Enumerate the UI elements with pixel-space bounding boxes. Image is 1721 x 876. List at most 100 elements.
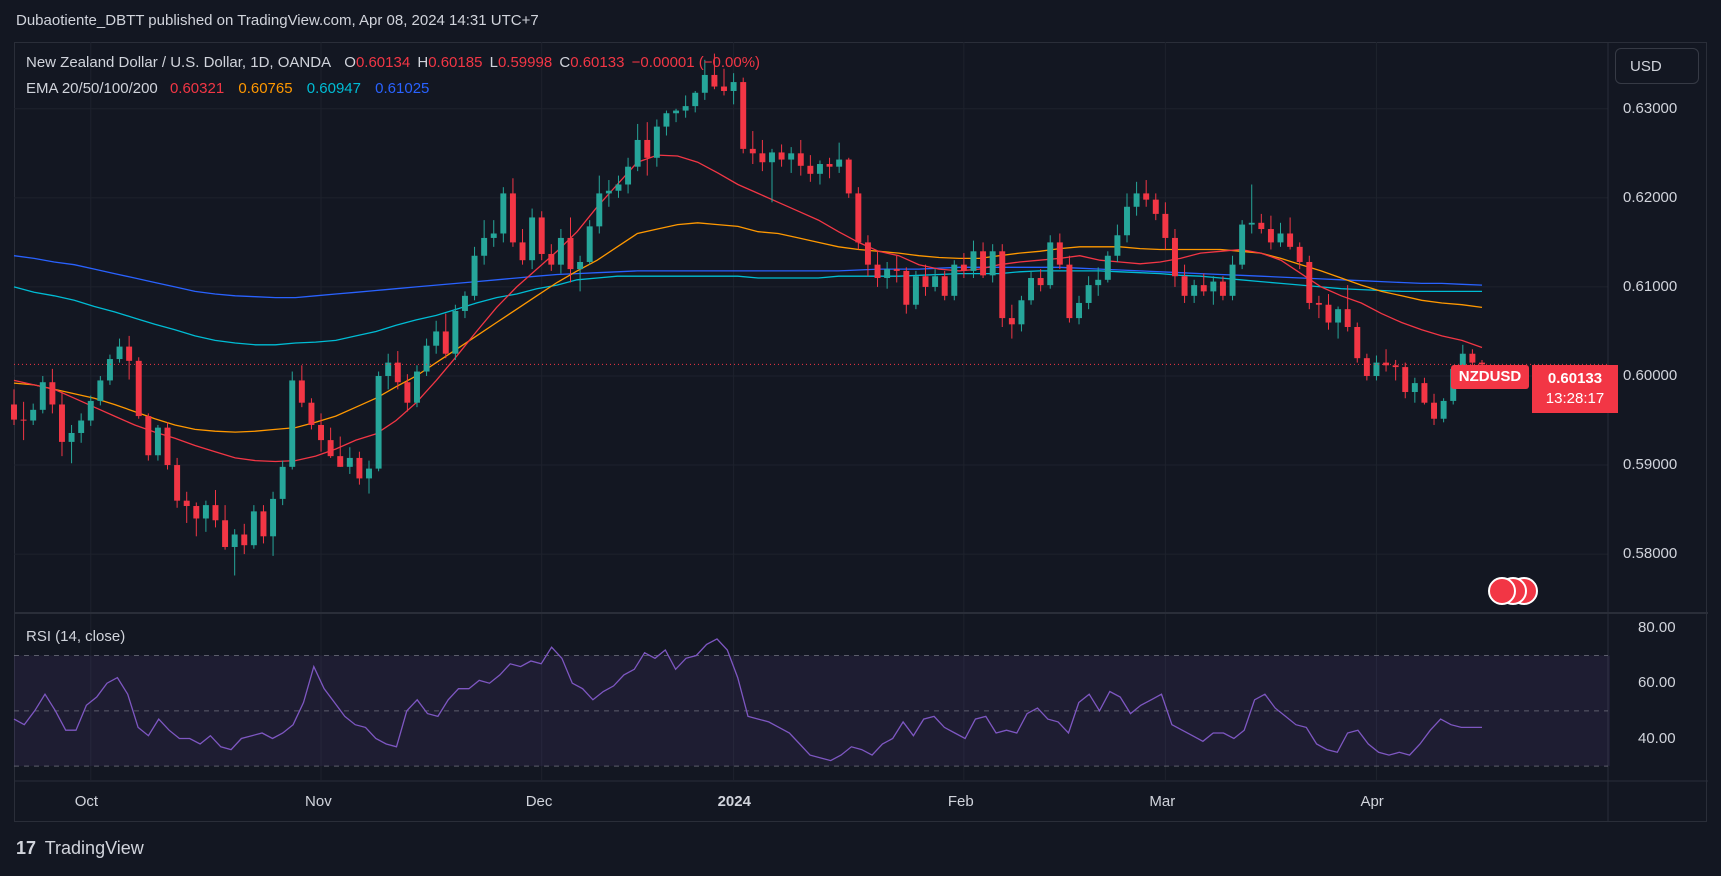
candle-body <box>788 153 795 160</box>
ema200-value: 0.61025 <box>375 80 430 97</box>
candle-body <box>1469 353 1476 363</box>
rsi-label: RSI (14, close) <box>26 628 126 645</box>
ema-label: EMA 20/50/100/200 <box>26 80 158 97</box>
candle-body <box>183 500 190 507</box>
candle-body <box>87 400 94 421</box>
candle-body <box>1104 255 1111 280</box>
candle-body <box>404 382 411 403</box>
candle-body <box>903 270 910 305</box>
candle-body <box>452 310 459 354</box>
candle-body <box>164 427 171 466</box>
footer-brand[interactable]: 17 TradingView <box>16 838 144 859</box>
candle-body <box>212 505 219 521</box>
candle-body <box>1248 222 1255 225</box>
legend-open: 0.60134 <box>355 54 411 71</box>
candle-body <box>1354 327 1361 359</box>
candle-body <box>1085 285 1092 303</box>
candle-body <box>970 251 977 271</box>
candle-body <box>577 261 584 270</box>
candle-body <box>116 346 123 360</box>
candle-body <box>1373 362 1380 376</box>
candle-body <box>1191 285 1198 296</box>
candle-body <box>884 269 891 279</box>
candle-body <box>941 276 948 296</box>
us-flag-icon[interactable] <box>1488 577 1516 605</box>
candle-body <box>653 126 660 158</box>
price-tick-label: 0.61000 <box>1623 277 1678 295</box>
candle-body <box>932 276 939 287</box>
candle-body <box>692 92 699 107</box>
candle-body <box>1133 193 1140 207</box>
candle-body <box>951 264 958 296</box>
candle-body <box>816 164 823 174</box>
candle-body <box>1171 237 1178 277</box>
candle-body <box>193 506 200 519</box>
symbol-price-tag: NZDUSD <box>1451 365 1529 389</box>
candle-body <box>1047 242 1054 286</box>
candle-body <box>366 468 372 479</box>
candle-body <box>1066 264 1073 319</box>
candle-body <box>519 242 526 261</box>
candle-body <box>759 153 766 163</box>
candle-body <box>68 432 75 442</box>
candle-body <box>222 520 229 547</box>
candle-body <box>912 276 919 305</box>
candle-body <box>1363 358 1370 376</box>
last-price: 0.60133 <box>1547 370 1603 387</box>
candle-body <box>615 184 622 191</box>
legend-low: 0.59998 <box>497 54 553 71</box>
price-tick-label: 0.63000 <box>1623 99 1678 117</box>
candle-body <box>1325 304 1332 323</box>
candle-body <box>231 534 238 547</box>
candle-body <box>673 110 680 114</box>
time-tick-label: Mar <box>1149 793 1176 810</box>
candle-body <box>433 331 440 346</box>
candle-body <box>78 420 85 433</box>
legend-l-label: L <box>489 54 498 71</box>
candle-body <box>11 404 17 420</box>
candle-body <box>500 193 507 234</box>
top-bar: Dubaotiente_DBTT published on TradingVie… <box>0 0 1721 40</box>
candle-body <box>298 380 305 403</box>
ema100-value: 0.60947 <box>306 80 361 97</box>
candle-body <box>730 82 737 91</box>
candle-body <box>461 295 468 311</box>
ema100-line <box>13 270 1482 346</box>
candle-body <box>49 382 56 405</box>
candle-body <box>960 264 967 271</box>
candle-body <box>1143 193 1150 200</box>
currency-button[interactable]: USD <box>1615 48 1699 84</box>
candle-body <box>375 375 382 469</box>
candle-body <box>845 159 852 194</box>
legend-symbol: New Zealand Dollar / U.S. Dollar, 1D, OA… <box>26 54 332 71</box>
candle-body <box>596 193 603 227</box>
candle-body <box>663 113 670 127</box>
candle-body <box>548 253 555 265</box>
candle-body <box>1277 233 1284 243</box>
time-tick-label: 2024 <box>717 793 751 810</box>
candle-body <box>1258 222 1265 230</box>
candle-body <box>260 511 267 537</box>
legend-c-label: C <box>559 54 571 71</box>
candle-body <box>1411 383 1418 393</box>
candle-body <box>1162 213 1169 238</box>
candle-body <box>1152 199 1159 214</box>
rsi-tick-label: 40.00 <box>1638 729 1676 747</box>
candle-body <box>154 427 161 456</box>
candle-body <box>1421 383 1428 403</box>
ema20-line <box>13 154 1483 463</box>
candle-body <box>797 153 804 166</box>
candle-body <box>385 362 392 376</box>
candle-body <box>1076 302 1082 319</box>
candle-body <box>864 242 871 265</box>
candle-body <box>893 269 900 271</box>
candle-body <box>989 251 996 276</box>
candle-body <box>711 74 718 87</box>
candle-body <box>337 456 344 467</box>
time-tick-label: Oct <box>74 793 99 810</box>
candle-body <box>557 237 564 265</box>
ema50-value: 0.60765 <box>238 80 293 97</box>
price-legend: New Zealand Dollar / U.S. Dollar, 1D, OA… <box>26 54 763 71</box>
candle-body <box>567 237 574 270</box>
